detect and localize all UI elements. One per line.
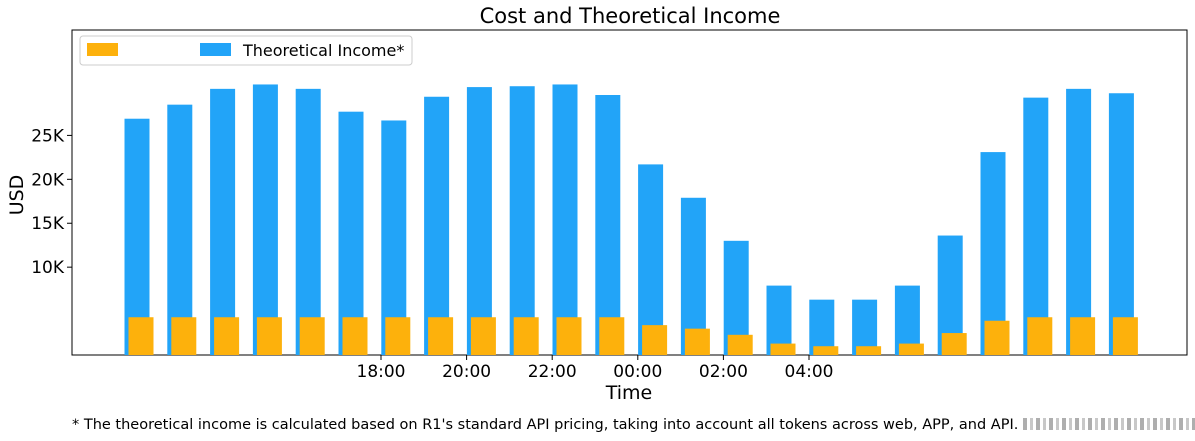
y-axis: 10K 15K 20K 25K — [31, 126, 72, 278]
income-bar — [552, 84, 578, 355]
x-tick-label: 18:00 — [357, 362, 406, 382]
income-bar — [894, 285, 920, 355]
income-bar — [638, 164, 664, 355]
cost-bar — [684, 328, 710, 355]
legend-swatch-cost — [87, 43, 118, 56]
income-bar — [509, 86, 535, 355]
x-tick-label: 20:00 — [442, 362, 491, 382]
income-bar — [338, 111, 364, 356]
cost-bar — [171, 317, 197, 355]
cost-bar — [128, 317, 154, 355]
legend-box — [79, 35, 413, 66]
income-bar — [466, 87, 492, 355]
income-bar — [1023, 97, 1049, 355]
income-bar — [252, 84, 278, 355]
x-tick-label: 22:00 — [528, 362, 577, 382]
y-tick-label: 25K — [31, 126, 65, 146]
legend-swatch-theoretical-income — [200, 43, 231, 56]
income-bar — [1066, 88, 1092, 355]
cost-bar — [342, 317, 368, 355]
income-bar — [381, 120, 407, 355]
cost-bar — [513, 317, 539, 355]
cost-bar — [1027, 317, 1053, 355]
x-tick-label: 00:00 — [613, 362, 662, 382]
cost-bar — [813, 346, 839, 355]
income-bar — [852, 299, 878, 355]
income-bar — [295, 88, 321, 355]
chart-title: Cost and Theoretical Income — [480, 4, 781, 28]
cost-bar — [642, 325, 668, 355]
cost-bar — [856, 346, 882, 355]
cost-bar — [470, 317, 496, 355]
footnote: * The theoretical income is calculated b… — [72, 417, 1195, 433]
x-tick-label: 02:00 — [699, 362, 748, 382]
legend-label-theoretical-income: Theoretical Income* — [242, 41, 404, 60]
income-bar — [1108, 93, 1134, 356]
cost-bar — [599, 317, 625, 355]
cost-bar — [214, 317, 240, 355]
y-tick-label: 10K — [31, 258, 65, 278]
cost-bar — [1070, 317, 1096, 355]
bars-group — [124, 84, 1138, 356]
income-bar — [210, 88, 236, 355]
cost-bar — [727, 334, 753, 355]
x-tick-label: 04:00 — [785, 362, 834, 382]
cost-bar — [898, 343, 924, 355]
cost-bar — [941, 333, 967, 355]
y-tick-label: 15K — [31, 214, 65, 234]
cost-bar — [385, 317, 411, 355]
cost-bar — [1112, 317, 1138, 355]
income-bar — [167, 104, 193, 355]
footnote-text: * The theoretical income is calculated b… — [72, 417, 1019, 433]
income-bar — [766, 285, 792, 355]
x-axis-label: Time — [605, 382, 653, 404]
cost-bar — [428, 317, 454, 355]
income-bar — [595, 95, 621, 355]
income-bar — [124, 118, 150, 355]
cost-bar — [299, 317, 325, 355]
cost-bar — [256, 317, 282, 355]
income-bar — [424, 96, 450, 355]
cost-bar — [984, 320, 1010, 355]
y-axis-label: USD — [6, 175, 28, 216]
plot-frame — [71, 29, 1188, 356]
legend: Theoretical Income* — [79, 35, 413, 66]
x-axis: 18:00 20:00 22:00 00:00 02:00 04:00 — [357, 355, 834, 382]
cost-bar — [556, 317, 582, 355]
redacted-text — [1022, 418, 1195, 430]
y-tick-label: 20K — [31, 170, 65, 190]
income-bar — [809, 299, 835, 355]
cost-bar — [770, 343, 796, 355]
